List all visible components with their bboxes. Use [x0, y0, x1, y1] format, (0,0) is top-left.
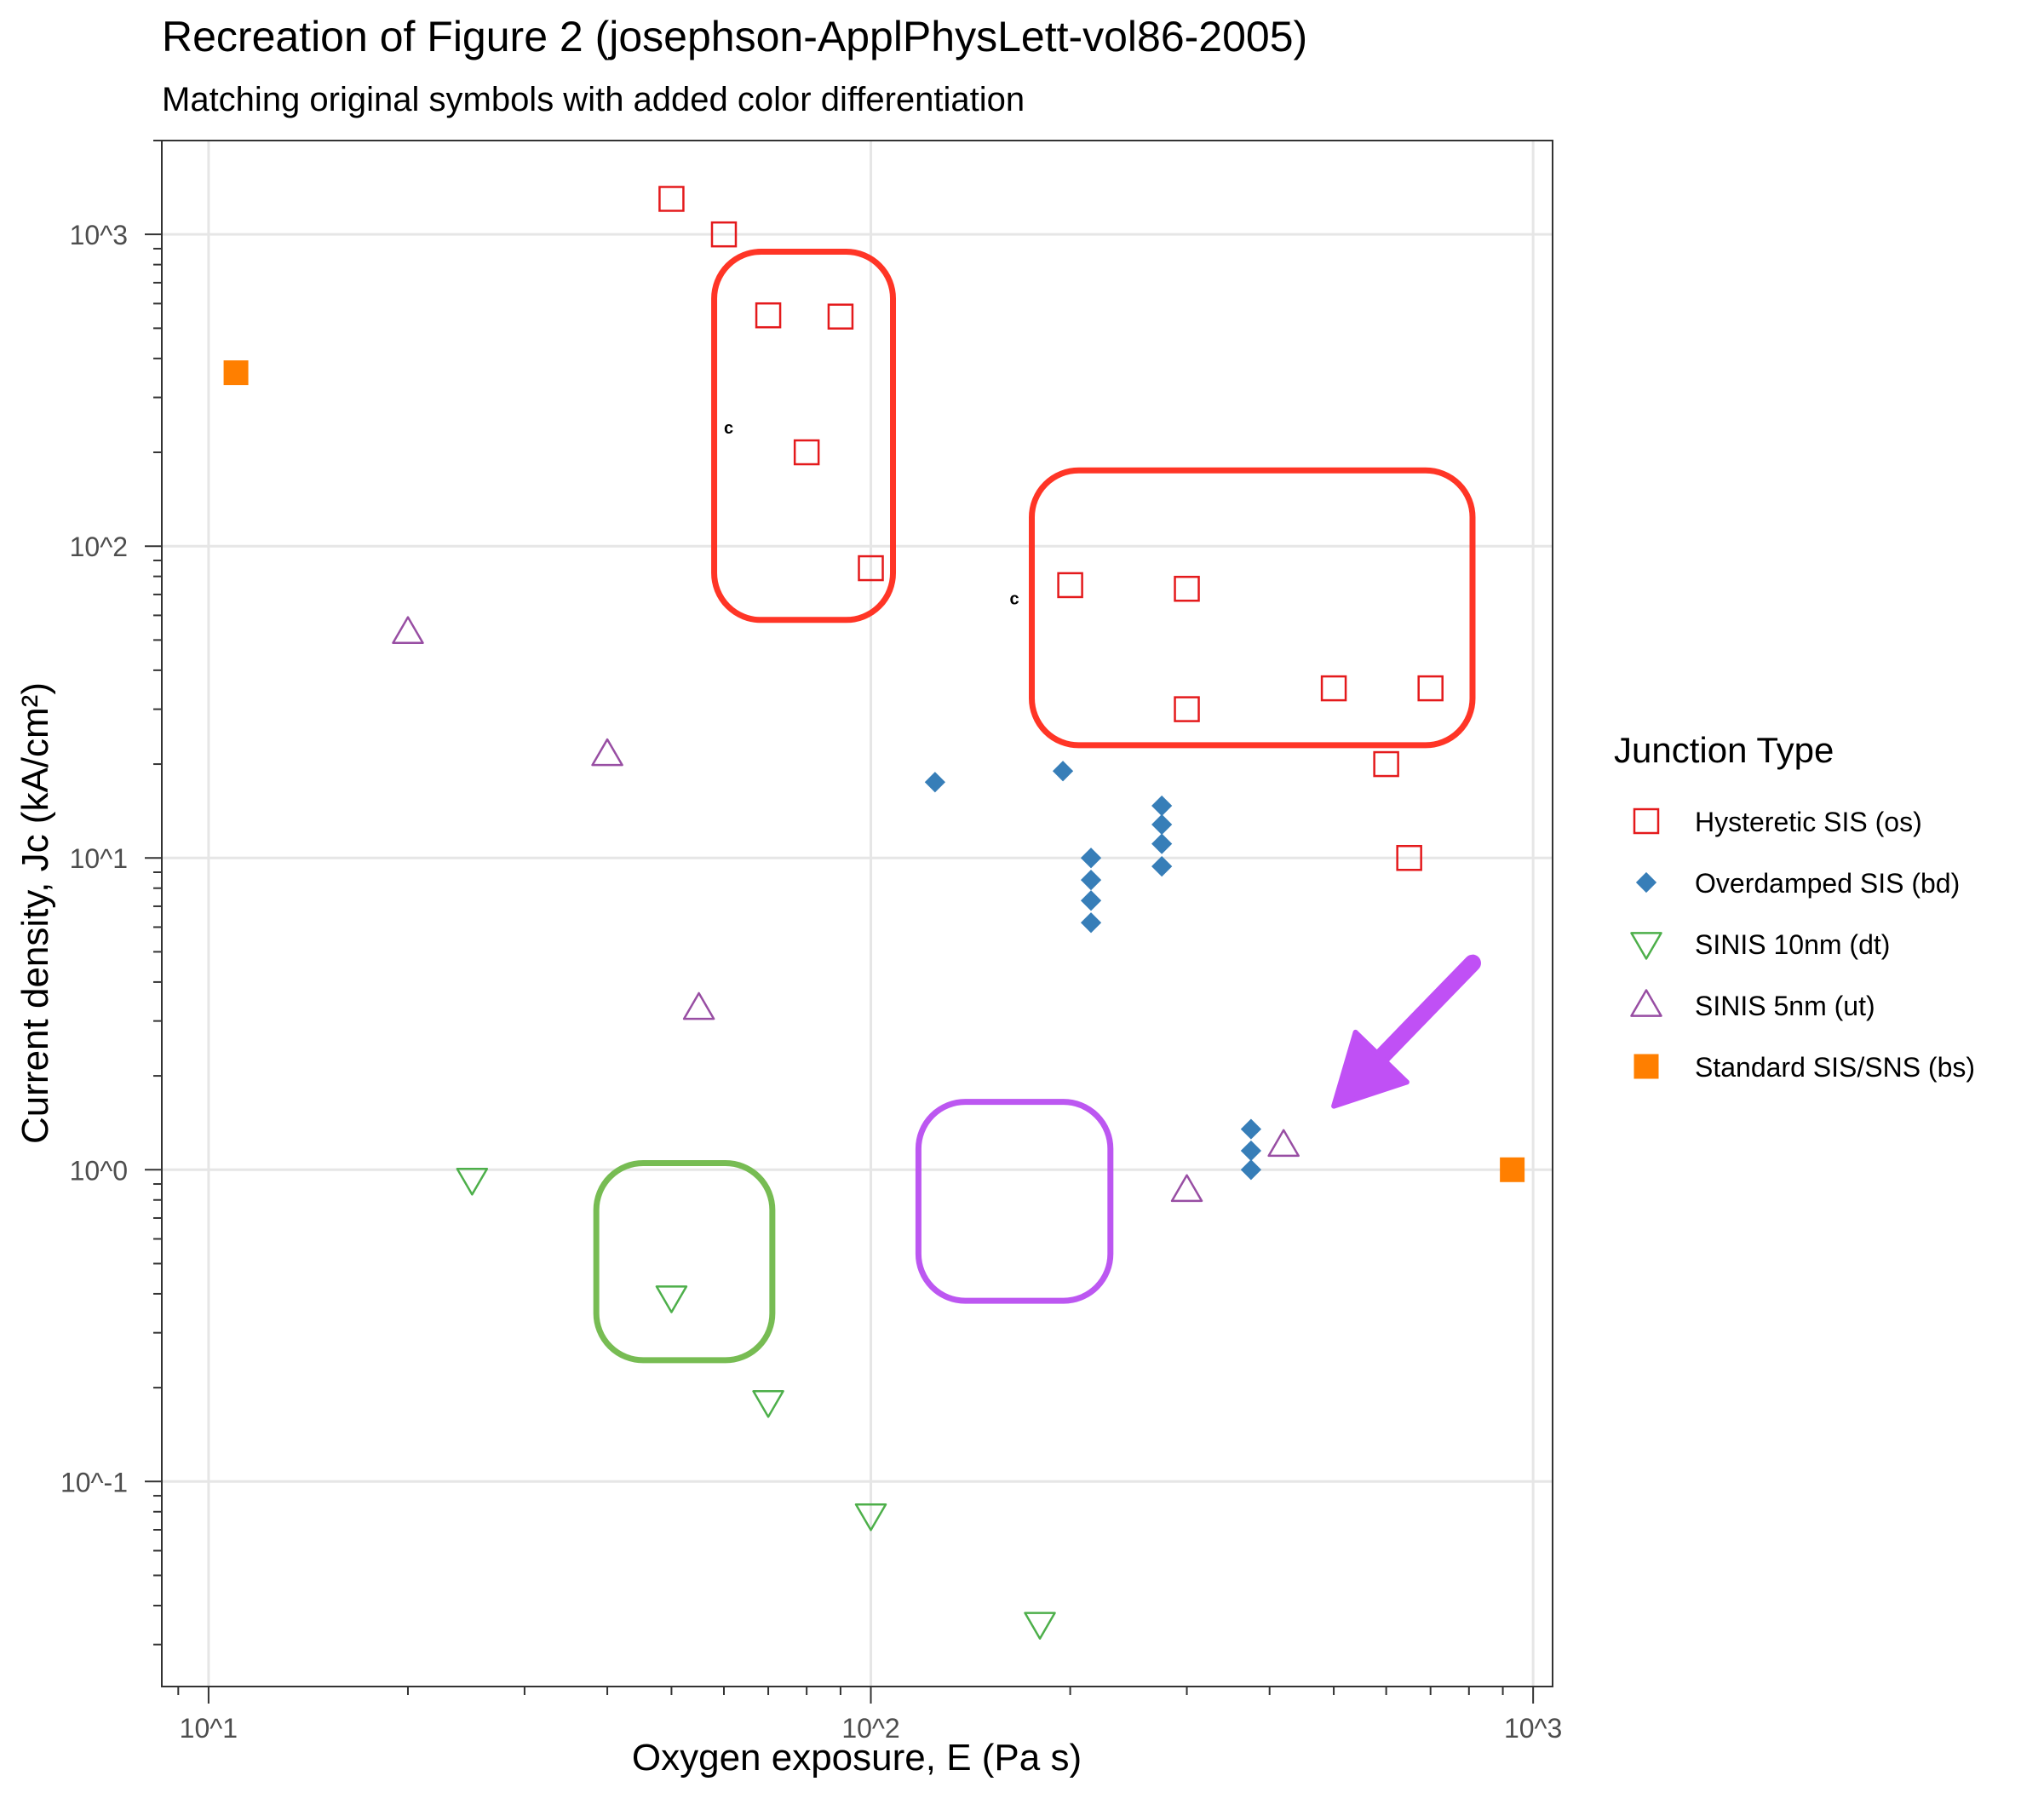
- axes: 10^1 10^2 10^3 10^-1 10^0 10^1 10^2 10^3: [60, 140, 1562, 1744]
- highlight-box: [593, 1160, 776, 1364]
- data-point: [1320, 675, 1347, 702]
- data-point: [793, 439, 820, 466]
- data-point: [1417, 675, 1444, 702]
- y-tick-label: 10^2: [70, 532, 128, 562]
- legend-label-0: Hysteretic SIS (os): [1695, 807, 1922, 837]
- chart-subtitle: Matching original symbols with added col…: [162, 81, 1025, 118]
- legend-key-1: [1635, 871, 1657, 894]
- data-point: [854, 1503, 887, 1532]
- series-3: [392, 616, 1300, 1203]
- data-point: [924, 772, 945, 793]
- data-point: [1151, 833, 1173, 854]
- legend-key-4: [1633, 1054, 1659, 1079]
- data-point: [752, 1390, 784, 1418]
- data-point: [1267, 1129, 1300, 1158]
- data-point: [827, 303, 854, 330]
- data-point: [1151, 795, 1173, 817]
- data-point: [392, 616, 424, 644]
- legend-key-2: [1630, 932, 1662, 960]
- data-point: [1174, 575, 1200, 602]
- data-point: [591, 738, 623, 767]
- legend-key-0: [1633, 807, 1660, 835]
- legend-key-3: [1630, 989, 1662, 1017]
- data-point: [1080, 890, 1102, 911]
- legend-label-3: SINIS 5nm (ut): [1695, 991, 1875, 1021]
- data-point: [1024, 1612, 1056, 1640]
- annotations: cc: [593, 249, 1481, 1364]
- series-4: [223, 360, 1525, 1182]
- annotation-text: c: [1009, 590, 1019, 609]
- data-point: [655, 1285, 688, 1313]
- series-0: [658, 186, 1444, 871]
- arrow-head: [1331, 1029, 1410, 1109]
- highlight-box: [1029, 467, 1476, 749]
- data-point: [658, 186, 685, 212]
- y-tick-label: 10^0: [70, 1155, 128, 1186]
- data-point: [1396, 844, 1422, 871]
- x-tick-label: 10^2: [841, 1713, 899, 1744]
- legend: Junction Type Hysteretic SIS (os) Overdam…: [1614, 730, 1975, 1083]
- legend-label-1: Overdamped SIS (bd): [1695, 868, 1960, 899]
- data-point: [1174, 696, 1200, 722]
- data-points: [223, 186, 1525, 1640]
- x-axis-label: Oxygen exposure, E (Pa s): [632, 1737, 1082, 1779]
- data-point: [1240, 1140, 1262, 1162]
- legend-title: Junction Type: [1614, 730, 1834, 770]
- y-tick-label: 10^3: [70, 220, 128, 250]
- data-point: [1080, 912, 1102, 934]
- legend-label-4: Standard SIS/SNS (bs): [1695, 1052, 1975, 1083]
- highlight-box: [711, 249, 897, 624]
- data-point: [1240, 1159, 1262, 1181]
- legend-label-2: SINIS 10nm (dt): [1695, 929, 1890, 960]
- series-1: [924, 761, 1262, 1181]
- annotation-text: c: [724, 419, 733, 438]
- plot-panel-border: [161, 140, 1553, 1687]
- y-tick-label: 10^-1: [60, 1467, 128, 1497]
- data-point: [1057, 572, 1083, 599]
- data-point: [1052, 761, 1074, 782]
- data-point: [710, 221, 738, 248]
- data-point: [682, 991, 715, 1020]
- data-point: [1240, 1118, 1262, 1140]
- x-tick-label: 10^1: [180, 1713, 238, 1744]
- data-point: [1151, 855, 1173, 877]
- y-axis-label: Current density, Jc (kA/cm²): [14, 682, 56, 1144]
- data-point: [1373, 750, 1399, 778]
- data-point: [1080, 869, 1102, 891]
- data-point: [755, 302, 782, 329]
- data-point: [858, 555, 884, 582]
- highlight-box: [915, 1099, 1114, 1304]
- data-point: [223, 360, 249, 386]
- chart-title: Recreation of Figure 2 (josephson-ApplPh…: [162, 13, 1307, 60]
- y-tick-label: 10^1: [70, 843, 128, 874]
- data-point: [1500, 1157, 1525, 1182]
- gridlines: [162, 141, 1553, 1687]
- data-point: [456, 1167, 489, 1196]
- x-tick-label: 10^3: [1504, 1713, 1562, 1744]
- data-point: [1080, 848, 1102, 869]
- series-2: [456, 1167, 1056, 1640]
- arrow-shaft: [1372, 954, 1481, 1066]
- data-point: [1151, 813, 1173, 836]
- data-point: [1170, 1174, 1203, 1203]
